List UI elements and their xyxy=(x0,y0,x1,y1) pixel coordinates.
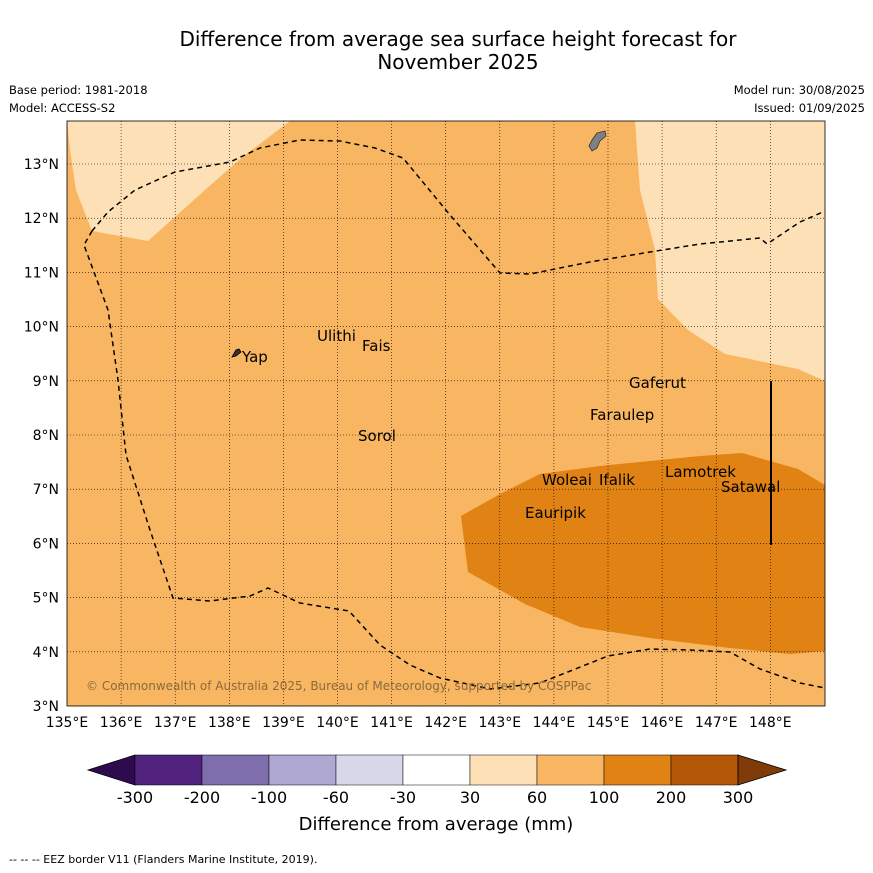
place-labels: Yap Ulithi Fais Sorol Gaferut Faraulep W… xyxy=(241,327,780,522)
y-tick-label: 11°N xyxy=(24,265,59,281)
label-faraulep: Faraulep xyxy=(590,406,654,424)
colorbar-bin xyxy=(603,754,672,786)
x-tick-label: 140°E xyxy=(316,715,359,731)
x-tick-label: 147°E xyxy=(695,715,738,731)
model-run: Model run: 30/08/2025 xyxy=(733,83,865,97)
map-gridlines xyxy=(67,121,825,706)
colorbar-tick-label: -200 xyxy=(184,788,220,807)
colorbar-bin xyxy=(670,754,739,786)
label-sorol: Sorol xyxy=(358,427,396,445)
colorbar-tick-label: -300 xyxy=(117,788,153,807)
label-gaferut: Gaferut xyxy=(629,374,686,392)
meta-right: Model run: 30/08/2025 Issued: 01/09/2025 xyxy=(734,81,865,117)
y-tick-label: 13°N xyxy=(24,157,59,173)
label-satawal: Satawal xyxy=(721,478,780,496)
y-tick-label: 4°N xyxy=(33,645,59,661)
anomaly-100-200-region xyxy=(461,453,825,654)
x-tick-label: 139°E xyxy=(262,715,305,731)
y-axis: 3°N 4°N 5°N 6°N 7°N 8°N 9°N 10°N 11°N 12°N 13°N xyxy=(24,157,59,715)
y-tick-label: 7°N xyxy=(33,482,59,498)
colorbar-tick-label: -30 xyxy=(390,788,416,807)
colorbar-tick-label: 200 xyxy=(656,788,687,807)
label-fais: Fais xyxy=(362,337,391,355)
colorbar-bin xyxy=(335,754,404,786)
eez-border xyxy=(83,139,825,690)
x-tick-label: 142°E xyxy=(424,715,467,731)
y-tick-label: 8°N xyxy=(33,428,59,444)
x-tick-label: 145°E xyxy=(587,715,630,731)
label-ulithi: Ulithi xyxy=(317,327,356,345)
x-tick-label: 137°E xyxy=(154,715,197,731)
anomaly-30-60-region-northwest xyxy=(67,121,290,241)
map-plot-area: © Commonwealth of Australia 2025, Bureau… xyxy=(67,121,825,706)
colorbar-high-extension xyxy=(737,754,788,786)
colorbar: -300 -200 -100 -60 -30 30 60 100 200 300 Differen… xyxy=(86,754,788,835)
colorbar-bin xyxy=(134,754,203,786)
anomaly-30-60-region-northeast xyxy=(635,121,825,381)
colorbar-tick-label: 100 xyxy=(589,788,620,807)
map-frame xyxy=(66,120,826,707)
colorbar-bin xyxy=(201,754,270,786)
issued-date: Issued: 01/09/2025 xyxy=(754,101,865,115)
eez-footnote: -- -- -- EEZ border V11 (Flanders Marine… xyxy=(9,853,318,866)
x-tick-label: 138°E xyxy=(208,715,251,731)
colorbar-bin xyxy=(268,754,337,786)
colorbar-bin xyxy=(402,754,471,786)
x-tick-label: 144°E xyxy=(533,715,576,731)
x-tick-label: 143°E xyxy=(479,715,522,731)
colorbar-tick-label: 300 xyxy=(723,788,754,807)
colorbar-title: Difference from average (mm) xyxy=(299,814,574,835)
colorbar-bins xyxy=(134,754,739,786)
yap-island xyxy=(231,348,242,358)
label-eauripik: Eauripik xyxy=(525,504,586,522)
label-woleai: Woleai xyxy=(542,471,592,489)
colorbar-tick-label: -60 xyxy=(323,788,349,807)
model-name: Model: ACCESS-S2 xyxy=(9,101,116,115)
colorbar-bin xyxy=(469,754,538,786)
colorbar-tick-label: 60 xyxy=(527,788,547,807)
y-tick-label: 6°N xyxy=(33,536,59,552)
guam-island xyxy=(588,130,607,152)
x-tick-label: 148°E xyxy=(749,715,792,731)
label-yap: Yap xyxy=(241,348,268,366)
chart-title: Difference from average sea surface heig… xyxy=(100,28,816,74)
y-tick-label: 12°N xyxy=(24,211,59,227)
label-ifalik: Ifalik xyxy=(599,471,635,489)
label-lamotrek: Lamotrek xyxy=(665,463,736,481)
y-tick-label: 10°N xyxy=(24,320,59,336)
colorbar-bin xyxy=(536,754,605,786)
colorbar-tick-label: 30 xyxy=(460,788,480,807)
x-tick-label: 135°E xyxy=(46,715,89,731)
y-tick-label: 9°N xyxy=(33,374,59,390)
x-axis: 135°E 136°E 137°E 138°E 139°E 140°E 141°E 142°E… xyxy=(46,715,792,731)
x-tick-label: 141°E xyxy=(370,715,413,731)
x-tick-label: 146°E xyxy=(641,715,684,731)
base-period: Base period: 1981-2018 xyxy=(9,83,148,97)
colorbar-low-extension xyxy=(86,754,136,786)
title-line-2: November 2025 xyxy=(377,50,539,74)
copyright-text: © Commonwealth of Australia 2025, Bureau… xyxy=(86,679,591,693)
colorbar-ticks: -300 -200 -100 -60 -30 30 60 100 200 300 xyxy=(117,788,753,807)
meta-left: Base period: 1981-2018 Model: ACCESS-S2 xyxy=(9,81,148,117)
y-tick-label: 3°N xyxy=(33,699,59,715)
x-tick-label: 136°E xyxy=(100,715,143,731)
y-tick-label: 5°N xyxy=(33,591,59,607)
title-line-1: Difference from average sea surface heig… xyxy=(179,27,737,51)
colorbar-tick-label: -100 xyxy=(251,788,287,807)
